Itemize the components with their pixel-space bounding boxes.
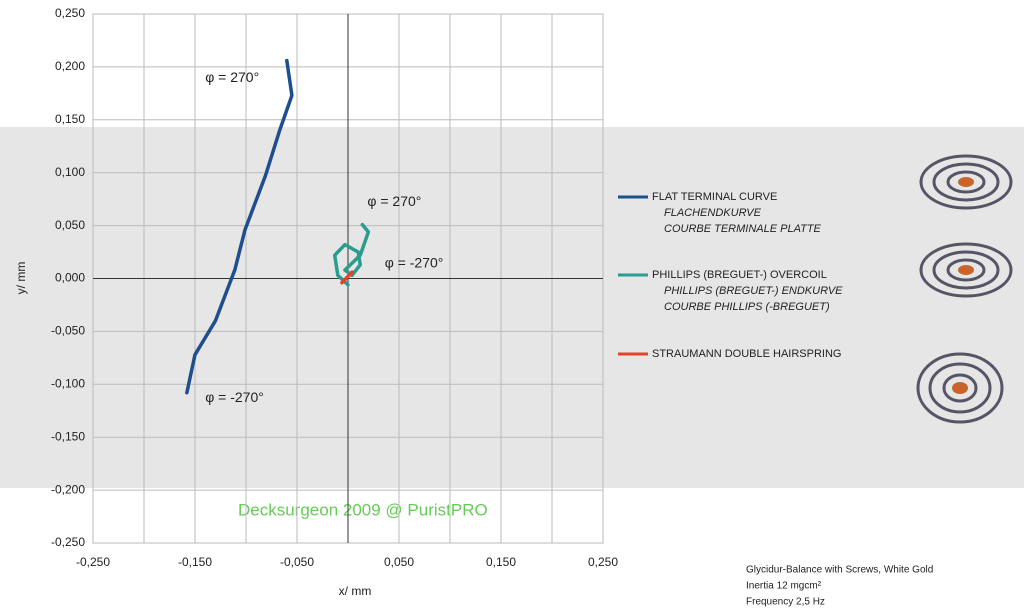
legend-alias: COURBE PHILLIPS (-BREGUET)	[664, 301, 830, 313]
legend-label: STRAUMANN DOUBLE HAIRSPRING	[652, 348, 841, 360]
footnote: Glycidur-Balance with Screws, White Gold	[746, 565, 933, 576]
footnote: Frequency 2,5 Hz	[746, 597, 825, 608]
y-tick-label: -0,250	[51, 535, 85, 549]
x-tick-label: 0,050	[384, 555, 414, 569]
watermark: Decksurgeon 2009 @ PuristPRO	[238, 500, 488, 519]
y-tick-label: -0,200	[51, 482, 85, 496]
y-axis-label: y/ mm	[14, 262, 28, 295]
y-tick-label: 0,250	[55, 6, 85, 20]
y-tick-label: -0,100	[51, 376, 85, 390]
y-tick-label: 0,150	[55, 112, 85, 126]
x-tick-label: 0,250	[588, 555, 618, 569]
annotation: φ = -270°	[385, 254, 444, 270]
legend-alias: FLACHENDKURVE	[664, 207, 762, 219]
annotation: φ = 270°	[367, 193, 421, 209]
x-tick-label: -0,050	[280, 555, 314, 569]
annotation: φ = 270°	[205, 69, 259, 85]
legend-alias: COURBE TERMINALE PLATTE	[664, 223, 822, 235]
y-tick-label: 0,050	[55, 218, 85, 232]
legend-alias: PHILLIPS (BREGUET-) ENDKURVE	[664, 285, 843, 297]
series-line	[332, 222, 371, 287]
y-tick-label: 0,200	[55, 59, 85, 73]
y-tick-label: -0,150	[51, 429, 85, 443]
y-tick-label: 0,000	[55, 271, 85, 285]
legend-label: PHILLIPS (BREGUET-) OVERCOIL	[652, 269, 827, 281]
annotation: φ = -270°	[205, 389, 264, 405]
overlay-band	[0, 127, 1024, 488]
x-tick-label: 0,150	[486, 555, 516, 569]
y-tick-label: -0,050	[51, 324, 85, 338]
series-line	[185, 58, 294, 395]
y-tick-label: 0,100	[55, 165, 85, 179]
legend-label: FLAT TERMINAL CURVE	[652, 191, 777, 203]
footnote: Inertia 12 mgcm²	[746, 581, 822, 592]
x-tick-label: -0,150	[178, 555, 212, 569]
x-tick-label: -0,250	[76, 555, 110, 569]
x-axis-label: x/ mm	[339, 584, 372, 598]
spring-illustrations	[916, 154, 1013, 424]
series-line	[340, 270, 354, 285]
